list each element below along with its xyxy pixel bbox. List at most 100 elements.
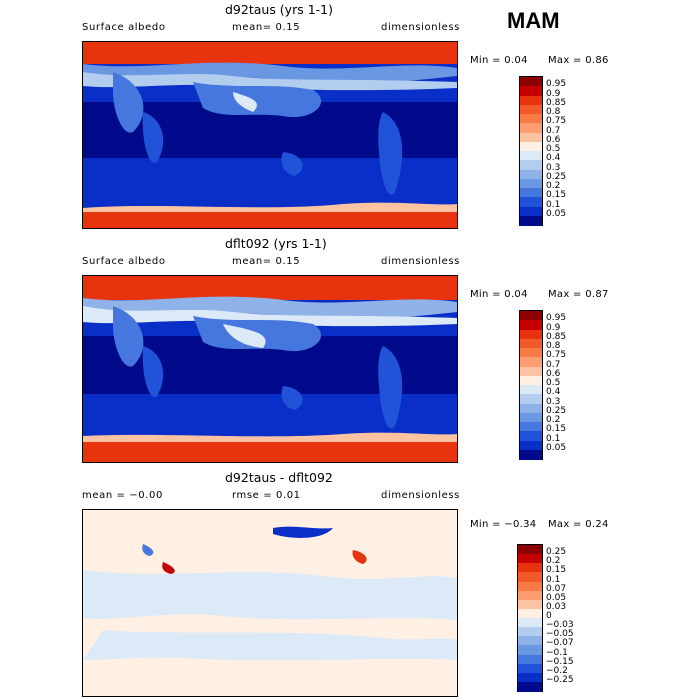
- colorbar-swatch: [518, 618, 542, 628]
- colorbar-swatch: [518, 590, 542, 601]
- colorbar-tick-label: 0.6: [546, 134, 561, 145]
- colorbar-tick-label: 0.9: [546, 322, 561, 333]
- colorbar-swatch: [520, 123, 542, 133]
- colorbar-swatch: [518, 599, 542, 610]
- colorbar-tick-label: 0.8: [546, 341, 561, 351]
- colorbar-swatch: [518, 608, 542, 619]
- colorbar-tick-label: −0.07: [546, 638, 574, 649]
- colorbar-tick-label: 0.4: [546, 153, 561, 164]
- colorbar-tick-label: 0.8: [546, 107, 561, 117]
- panel3-units: dimensionless: [381, 490, 460, 501]
- panel3-rmse: rmse = 0.01: [232, 490, 301, 501]
- colorbar-tick-label: −0.25: [546, 674, 574, 685]
- colorbar-swatch: [520, 188, 542, 198]
- colorbar-swatch: [520, 329, 542, 340]
- colorbar-swatch: [520, 95, 542, 106]
- panel3-colorbar-labels: 0.25 0.2 0.15 0.1 0.07 0.05 0.03 0 −0.03 −0.05 −0.…: [546, 544, 590, 690]
- panel2-map: [82, 275, 458, 463]
- panel2-title: dflt092 (yrs 1-1): [225, 236, 327, 251]
- colorbar-tick-label: 0.85: [546, 331, 567, 342]
- panel1-map-field: [83, 42, 457, 228]
- colorbar-tick-label: 0.5: [546, 378, 561, 388]
- colorbar-swatch: [520, 86, 542, 96]
- colorbar-swatch: [518, 554, 542, 564]
- panel2-variable: Surface albedo: [82, 256, 166, 267]
- colorbar-swatch: [520, 366, 542, 377]
- colorbar-tick-label: 0.15: [546, 424, 567, 435]
- colorbar-tick-label: 0.3: [546, 162, 561, 173]
- panel3-min: Min = −0.34: [470, 519, 537, 530]
- panel1-colorbar-labels: 0.95 0.9 0.85 0.8 0.75 0.7 0.6 0.5 0.4 0.3 0.25 0.2…: [546, 76, 586, 224]
- colorbar-tick-label: 0.95: [546, 313, 567, 324]
- colorbar-swatch: [520, 320, 542, 330]
- panel2-colorbar: [519, 310, 543, 460]
- colorbar-swatch: [520, 311, 542, 321]
- colorbar-swatch: [520, 431, 542, 441]
- colorbar-swatch: [518, 545, 542, 555]
- panel1-colorbar: [519, 76, 543, 226]
- colorbar-swatch: [518, 654, 542, 665]
- panel1-mean: mean= 0.15: [232, 22, 301, 33]
- colorbar-tick-label: 0.07: [546, 583, 567, 594]
- colorbar-swatch: [520, 197, 542, 207]
- panel3-title: d92taus - dflt092: [225, 470, 333, 485]
- colorbar-swatch: [518, 681, 542, 692]
- colorbar-tick-label: −0.05: [546, 629, 574, 640]
- panel2-colorbar-labels: 0.95 0.9 0.85 0.8 0.75 0.7 0.6 0.5 0.4 0.3 0.25 0.2…: [546, 310, 586, 458]
- colorbar-tick-label: 0.75: [546, 350, 567, 361]
- colorbar-tick-label: 0.15: [546, 565, 567, 576]
- colorbar-tick-label: 0.25: [546, 547, 567, 558]
- panel2-min: Min = 0.04: [470, 289, 528, 300]
- colorbar-swatch: [520, 169, 542, 180]
- colorbar-swatch: [520, 206, 542, 217]
- colorbar-tick-label: 0.75: [546, 116, 567, 127]
- colorbar-tick-label: 0.2: [546, 181, 561, 191]
- colorbar-swatch: [520, 114, 542, 124]
- panel3-mean: mean = −0.00: [82, 490, 163, 501]
- colorbar-swatch: [520, 394, 542, 404]
- panel1-variable: Surface albedo: [82, 22, 166, 33]
- colorbar-swatch: [518, 636, 542, 646]
- panel1-min: Min = 0.04: [470, 55, 528, 66]
- colorbar-tick-label: 0.95: [546, 79, 567, 90]
- colorbar-tick-label: 0.1: [546, 574, 561, 585]
- colorbar-tick-label: 0.05: [546, 442, 567, 453]
- colorbar-swatch: [518, 672, 542, 683]
- colorbar-tick-label: 0.9: [546, 88, 561, 99]
- colorbar-tick-label: −0.2: [546, 665, 568, 676]
- colorbar-tick-label: 0.05: [546, 592, 567, 603]
- colorbar-tick-label: 0.15: [546, 190, 567, 201]
- colorbar-swatch: [520, 449, 542, 460]
- panel2-units: dimensionless: [381, 256, 460, 267]
- colorbar-tick-label: 0.1: [546, 199, 561, 210]
- colorbar-tick-label: 0.25: [546, 405, 567, 416]
- colorbar-swatch: [520, 160, 542, 170]
- colorbar-tick-label: 0.2: [546, 415, 561, 425]
- colorbar-tick-label: 0.4: [546, 387, 561, 398]
- panel3-map: [82, 509, 458, 697]
- panel2-mean: mean= 0.15: [232, 256, 301, 267]
- colorbar-tick-label: 0: [546, 611, 552, 621]
- colorbar-tick-label: 0.25: [546, 171, 567, 182]
- colorbar-tick-label: 0.7: [546, 359, 561, 370]
- panel3-max: Max = 0.24: [548, 519, 609, 530]
- colorbar-tick-label: 0.6: [546, 368, 561, 379]
- colorbar-swatch: [520, 178, 542, 189]
- colorbar-swatch: [520, 403, 542, 414]
- colorbar-swatch: [520, 422, 542, 432]
- colorbar-swatch: [520, 375, 542, 386]
- colorbar-tick-label: 0.2: [546, 556, 561, 567]
- panel1-title: d92taus (yrs 1-1): [225, 2, 334, 17]
- colorbar-swatch: [520, 440, 542, 451]
- colorbar-swatch: [520, 77, 542, 87]
- colorbar-swatch: [518, 581, 542, 592]
- colorbar-tick-label: 0.3: [546, 396, 561, 407]
- panel1-units: dimensionless: [381, 22, 460, 33]
- colorbar-swatch: [520, 338, 542, 349]
- panel3-colorbar: [517, 544, 543, 692]
- panel2-max: Max = 0.87: [548, 289, 609, 300]
- season-label: MAM: [507, 8, 560, 33]
- colorbar-swatch: [518, 627, 542, 637]
- colorbar-swatch: [518, 572, 542, 582]
- panel1-max: Max = 0.86: [548, 55, 609, 66]
